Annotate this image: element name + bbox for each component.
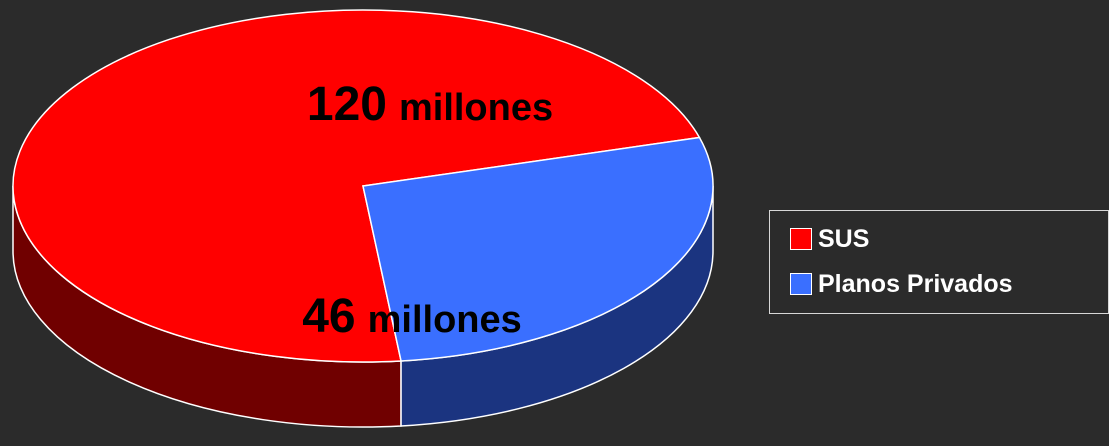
data-label-planos-privados-number: 46	[302, 290, 355, 343]
legend: SUS Planos Privados	[769, 210, 1109, 314]
data-label-planos-privados: 46 millones	[302, 290, 522, 343]
legend-item-sus: SUS	[790, 224, 869, 254]
legend-swatch-sus	[790, 228, 812, 250]
legend-label-sus: SUS	[818, 224, 870, 253]
legend-label-planos-privados: Planos Privados	[818, 269, 1013, 298]
data-label-sus-number: 120	[307, 78, 387, 131]
pie-slice-sus	[12, 9, 701, 363]
legend-swatch-planos-privados	[790, 273, 812, 295]
data-label-sus: 120 millones	[307, 78, 553, 131]
data-label-planos-privados-unit: millones	[368, 299, 522, 341]
pie-slice-planos-privados	[362, 136, 714, 362]
legend-item-planos-privados: Planos Privados	[790, 269, 1013, 299]
data-label-sus-unit: millones	[399, 87, 553, 129]
